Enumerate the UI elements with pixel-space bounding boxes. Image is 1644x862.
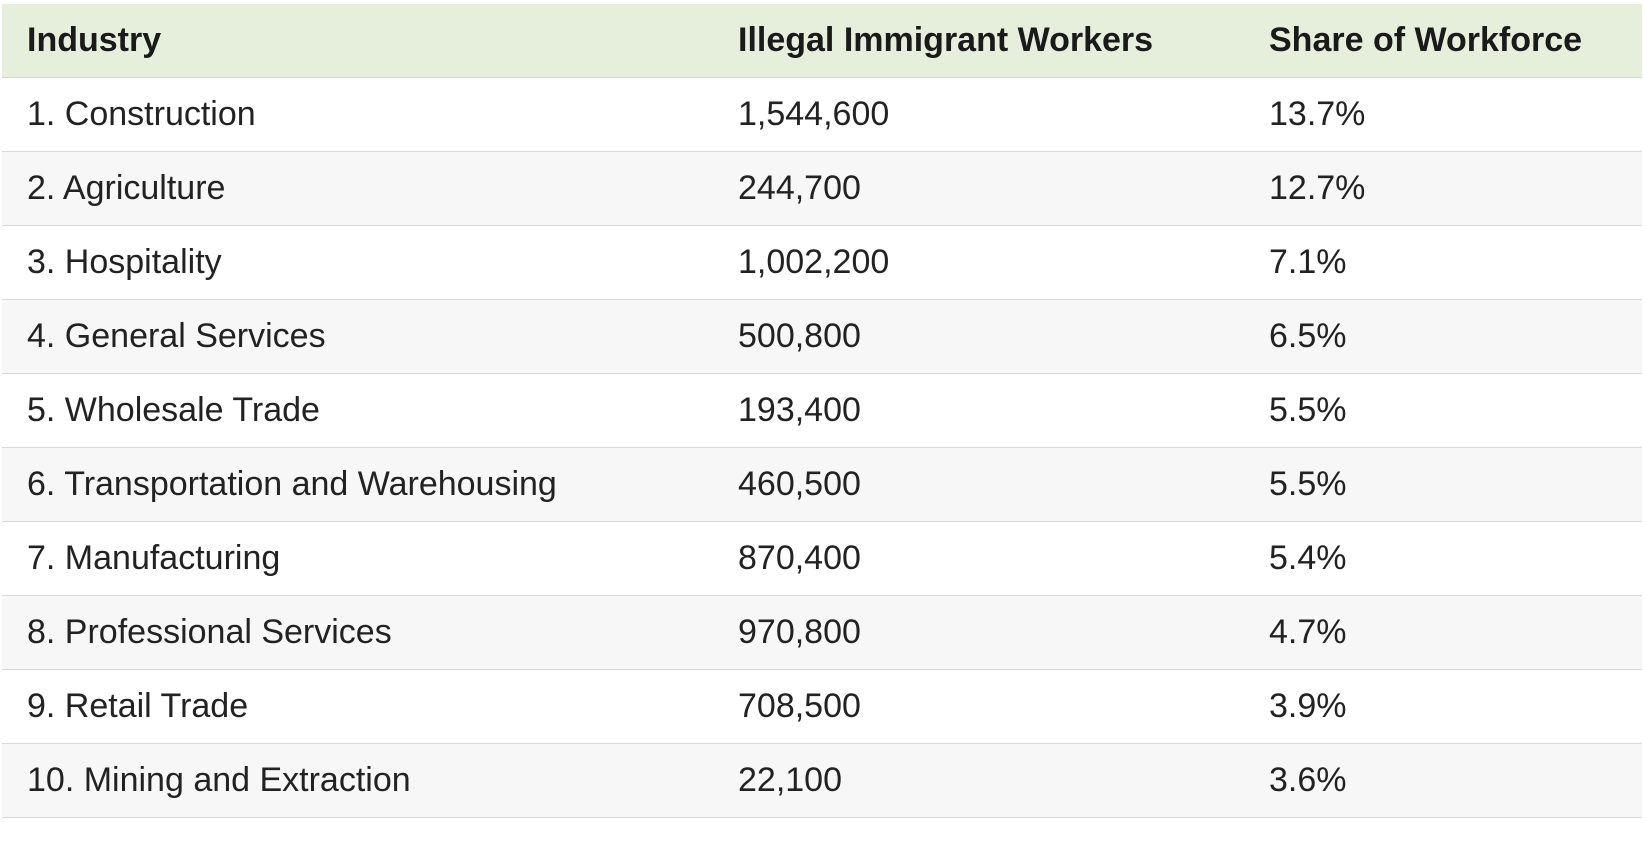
column-header-workers: Illegal Immigrant Workers	[713, 4, 1244, 78]
industry-table: Industry Illegal Immigrant Workers Share…	[2, 4, 1642, 818]
table-row: 6. Transportation and Warehousing 460,500…	[2, 447, 1642, 522]
column-header-share: Share of Workforce	[1244, 4, 1642, 78]
workers-cell: 708,500	[713, 669, 1244, 744]
industry-cell: 7. Manufacturing	[2, 521, 713, 596]
share-cell: 4.7%	[1244, 595, 1642, 670]
table-row: 7. Manufacturing 870,400 5.4%	[2, 521, 1642, 596]
table-row: 9. Retail Trade 708,500 3.9%	[2, 669, 1642, 744]
workers-cell: 460,500	[713, 447, 1244, 522]
share-cell: 6.5%	[1244, 299, 1642, 374]
share-cell: 3.9%	[1244, 669, 1642, 744]
table-header: Industry Illegal Immigrant Workers Share…	[2, 4, 1642, 78]
workers-cell: 22,100	[713, 743, 1244, 818]
workers-cell: 500,800	[713, 299, 1244, 374]
workers-cell: 970,800	[713, 595, 1244, 670]
header-row: Industry Illegal Immigrant Workers Share…	[2, 4, 1642, 78]
share-cell: 12.7%	[1244, 151, 1642, 226]
table-container: Industry Illegal Immigrant Workers Share…	[2, 4, 1642, 818]
industry-cell: 10. Mining and Extraction	[2, 743, 713, 818]
industry-cell: 9. Retail Trade	[2, 669, 713, 744]
share-cell: 5.5%	[1244, 373, 1642, 448]
workers-cell: 193,400	[713, 373, 1244, 448]
table-row: 8. Professional Services 970,800 4.7%	[2, 595, 1642, 670]
share-cell: 5.4%	[1244, 521, 1642, 596]
industry-cell: 1. Construction	[2, 77, 713, 152]
workers-cell: 1,544,600	[713, 77, 1244, 152]
share-cell: 7.1%	[1244, 225, 1642, 300]
industry-cell: 3. Hospitality	[2, 225, 713, 300]
workers-cell: 1,002,200	[713, 225, 1244, 300]
column-header-industry: Industry	[2, 4, 713, 78]
share-cell: 5.5%	[1244, 447, 1642, 522]
share-cell: 13.7%	[1244, 77, 1642, 152]
industry-cell: 2. Agriculture	[2, 151, 713, 226]
industry-cell: 4. General Services	[2, 299, 713, 374]
table-row: 3. Hospitality 1,002,200 7.1%	[2, 225, 1642, 300]
table-row: 1. Construction 1,544,600 13.7%	[2, 77, 1642, 152]
industry-cell: 5. Wholesale Trade	[2, 373, 713, 448]
table-row: 5. Wholesale Trade 193,400 5.5%	[2, 373, 1642, 448]
table-row: 10. Mining and Extraction 22,100 3.6%	[2, 743, 1642, 818]
table-row: 2. Agriculture 244,700 12.7%	[2, 151, 1642, 226]
table-body: 1. Construction 1,544,600 13.7% 2. Agricult…	[2, 77, 1642, 818]
table-row: 4. General Services 500,800 6.5%	[2, 299, 1642, 374]
industry-cell: 6. Transportation and Warehousing	[2, 447, 713, 522]
workers-cell: 244,700	[713, 151, 1244, 226]
share-cell: 3.6%	[1244, 743, 1642, 818]
industry-cell: 8. Professional Services	[2, 595, 713, 670]
workers-cell: 870,400	[713, 521, 1244, 596]
